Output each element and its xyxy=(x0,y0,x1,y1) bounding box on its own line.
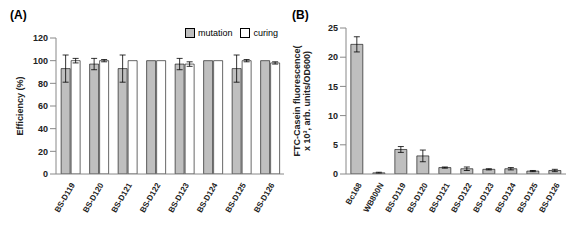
html-text:(A): (A) xyxy=(10,8,27,22)
svg-text:10: 10 xyxy=(328,111,338,121)
svg-text:BS-D123: BS-D123 xyxy=(471,181,496,214)
svg-text:120: 120 xyxy=(33,33,48,43)
svg-text:15: 15 xyxy=(328,82,338,92)
html-text:curing: curing xyxy=(253,28,278,38)
html-text:(B): (B) xyxy=(292,8,309,22)
svg-text:BS-D121: BS-D121 xyxy=(110,181,135,214)
svg-text:WB800N: WB800N xyxy=(362,181,386,214)
svg-text:BS-D121: BS-D121 xyxy=(427,181,452,214)
svg-text:20: 20 xyxy=(38,147,48,157)
svg-text:BS-D123: BS-D123 xyxy=(167,181,192,214)
svg-text:BS-D125: BS-D125 xyxy=(224,181,249,214)
svg-text:40: 40 xyxy=(38,124,48,134)
svg-text:BS-D125: BS-D125 xyxy=(515,181,540,214)
svg-text:BS-D122: BS-D122 xyxy=(449,181,474,214)
svg-text:Efficiency (%): Efficiency (%) xyxy=(15,76,25,135)
svg-text:0: 0 xyxy=(333,169,338,179)
svg-text:5: 5 xyxy=(333,140,338,150)
svg-text:25: 25 xyxy=(328,23,338,33)
svg-text:FTC-Casein fluorescence(x 10³,: FTC-Casein fluorescence(x 10³, arb. unit… xyxy=(292,45,312,156)
svg-text:80: 80 xyxy=(38,79,48,89)
svg-text:BS-D122: BS-D122 xyxy=(138,181,163,214)
svg-text:BS-D124: BS-D124 xyxy=(195,181,220,214)
svg-text:60: 60 xyxy=(38,101,48,111)
svg-text:Bc168: Bc168 xyxy=(344,181,364,206)
svg-text:100: 100 xyxy=(33,56,48,66)
svg-text:20: 20 xyxy=(328,52,338,62)
html-text:mutation: mutation xyxy=(198,28,233,38)
svg-text:BS-D119: BS-D119 xyxy=(53,181,77,214)
svg-text:BS-D126: BS-D126 xyxy=(537,181,562,214)
svg-text:BS-D120: BS-D120 xyxy=(405,181,430,214)
svg-text:BS-D126: BS-D126 xyxy=(252,181,277,214)
svg-text:BS-D124: BS-D124 xyxy=(493,181,518,214)
svg-text:BS-D120: BS-D120 xyxy=(81,181,106,214)
svg-text:0: 0 xyxy=(43,169,48,179)
svg-text:BS-D119: BS-D119 xyxy=(384,181,408,214)
